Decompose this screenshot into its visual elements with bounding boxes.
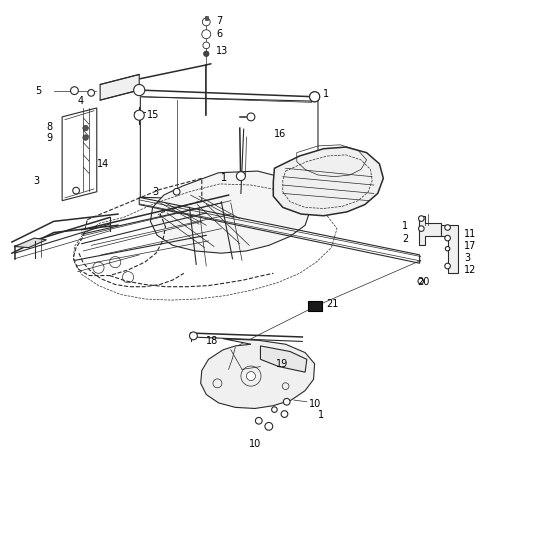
Polygon shape bbox=[15, 238, 46, 248]
Text: 11: 11 bbox=[464, 229, 477, 239]
Circle shape bbox=[247, 113, 255, 121]
Text: 4: 4 bbox=[78, 96, 84, 106]
Text: 3: 3 bbox=[153, 186, 159, 197]
Polygon shape bbox=[418, 216, 441, 245]
Circle shape bbox=[418, 226, 424, 231]
Circle shape bbox=[246, 372, 255, 381]
Text: 21: 21 bbox=[326, 299, 339, 309]
Text: 1: 1 bbox=[323, 89, 329, 99]
Bar bbox=[204, 16, 208, 20]
Circle shape bbox=[203, 51, 209, 57]
Polygon shape bbox=[273, 147, 384, 216]
Text: 18: 18 bbox=[206, 337, 218, 347]
Polygon shape bbox=[100, 74, 139, 100]
Text: 17: 17 bbox=[464, 241, 477, 251]
Text: 3: 3 bbox=[33, 176, 39, 185]
Polygon shape bbox=[441, 225, 458, 273]
Circle shape bbox=[173, 188, 180, 195]
Text: 5: 5 bbox=[35, 86, 41, 96]
Text: 2: 2 bbox=[402, 234, 408, 244]
Circle shape bbox=[203, 42, 209, 49]
Text: 1: 1 bbox=[221, 174, 227, 183]
Circle shape bbox=[189, 332, 197, 340]
Circle shape bbox=[281, 410, 288, 417]
Text: 8: 8 bbox=[46, 123, 53, 133]
Circle shape bbox=[236, 171, 245, 180]
Circle shape bbox=[310, 92, 320, 102]
Circle shape bbox=[202, 30, 211, 39]
Circle shape bbox=[418, 278, 423, 284]
Text: 9: 9 bbox=[46, 133, 53, 143]
Circle shape bbox=[418, 216, 424, 221]
Text: 7: 7 bbox=[216, 16, 222, 26]
Polygon shape bbox=[151, 171, 311, 253]
Circle shape bbox=[445, 235, 450, 241]
Text: 1: 1 bbox=[402, 221, 408, 231]
Text: 13: 13 bbox=[216, 46, 228, 56]
Text: 20: 20 bbox=[417, 277, 429, 287]
Circle shape bbox=[310, 92, 320, 102]
Text: 10: 10 bbox=[249, 439, 261, 449]
Circle shape bbox=[73, 187, 80, 194]
Polygon shape bbox=[62, 108, 97, 200]
Text: 19: 19 bbox=[276, 359, 288, 369]
Bar bbox=[308, 301, 323, 311]
Text: 15: 15 bbox=[147, 110, 160, 120]
Text: 3: 3 bbox=[464, 253, 470, 263]
Circle shape bbox=[202, 18, 210, 26]
Text: 1: 1 bbox=[318, 410, 324, 420]
Circle shape bbox=[134, 85, 145, 96]
Text: 6: 6 bbox=[216, 29, 222, 39]
Circle shape bbox=[255, 417, 262, 424]
Circle shape bbox=[83, 125, 88, 131]
Circle shape bbox=[445, 225, 450, 230]
Text: 14: 14 bbox=[97, 159, 109, 169]
Circle shape bbox=[134, 110, 144, 120]
Circle shape bbox=[71, 87, 78, 95]
Circle shape bbox=[272, 407, 277, 412]
Text: 16: 16 bbox=[274, 129, 287, 139]
Text: 12: 12 bbox=[464, 265, 477, 275]
Circle shape bbox=[445, 246, 450, 251]
Circle shape bbox=[83, 135, 88, 141]
Circle shape bbox=[88, 90, 95, 96]
Text: 10: 10 bbox=[309, 399, 321, 409]
Circle shape bbox=[445, 263, 450, 269]
Polygon shape bbox=[260, 346, 307, 372]
Circle shape bbox=[283, 398, 290, 405]
Circle shape bbox=[265, 422, 273, 430]
Polygon shape bbox=[200, 339, 315, 408]
